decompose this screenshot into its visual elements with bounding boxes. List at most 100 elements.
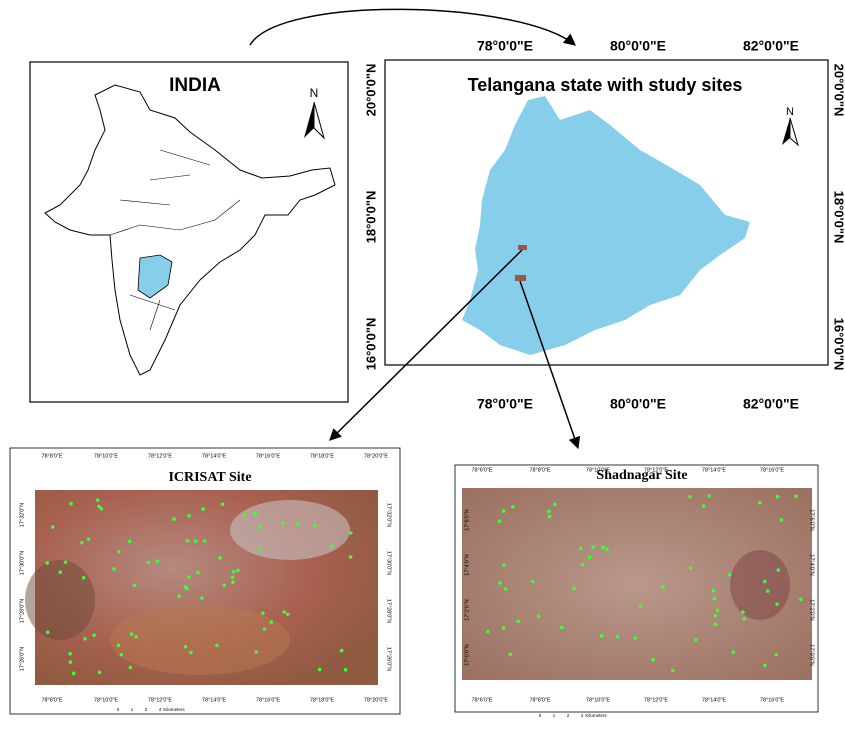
sample-point (82, 576, 86, 580)
coordinate-label: 78°8'0"E (41, 453, 62, 459)
coordinate-label: 82°0'0"E (743, 38, 799, 54)
coordinate-label: 17°28'0"N (19, 599, 25, 623)
dark-area (730, 550, 790, 620)
sample-point (560, 626, 564, 630)
sample-point (269, 620, 273, 624)
sample-point (601, 545, 605, 549)
coordinate-label: Kilometers (163, 707, 185, 712)
sample-point (671, 669, 675, 673)
coordinate-label: 17°6'0"N (464, 509, 470, 530)
sample-point (254, 512, 258, 516)
india-title: INDIA (169, 75, 221, 96)
sample-point (177, 595, 181, 599)
coordinate-label: 78°10'0"E (94, 697, 118, 703)
icrisat-title: ICRISAT Site (168, 470, 251, 485)
sample-point (502, 626, 506, 630)
figure: INDIA N Telangana state with study sites… (0, 0, 845, 727)
sample-point (639, 605, 643, 609)
sample-point (129, 666, 133, 670)
coordinate-label: 16°0'0"N (363, 318, 378, 371)
sample-point (553, 503, 557, 507)
coordinate-label: 17°2'0"N (464, 599, 470, 620)
coordinate-label: 18°0'0"N (832, 191, 845, 244)
sample-point (201, 507, 205, 511)
sample-point (349, 531, 353, 535)
sample-point (776, 495, 780, 499)
coordinate-label: 82°0'0"E (743, 396, 799, 412)
sample-point (117, 550, 121, 554)
coordinate-label: 78°16'0"E (256, 453, 280, 459)
sample-point (591, 545, 595, 549)
sample-point (588, 556, 592, 560)
sample-point (661, 585, 665, 589)
sample-point (69, 502, 73, 506)
sample-point (633, 636, 637, 640)
coordinate-label: 78°8'0"E (529, 697, 550, 703)
sample-point (504, 587, 508, 591)
sample-point (651, 658, 655, 662)
coordinate-label: 78°20'0"E (364, 453, 388, 459)
sample-point (498, 519, 502, 523)
sample-point (713, 614, 717, 618)
coordinate-label: 78°14'0"E (202, 697, 226, 703)
sample-point (72, 672, 76, 676)
sample-point (605, 548, 609, 552)
coordinate-label: 78°0'0"E (477, 396, 533, 412)
sample-point (579, 547, 583, 551)
north-label: N (310, 86, 319, 100)
sample-point (203, 539, 207, 543)
sample-point (498, 581, 502, 585)
sample-point (200, 596, 204, 600)
sample-point (112, 567, 116, 571)
sample-point (728, 573, 732, 577)
sample-point (243, 513, 247, 517)
sample-point (780, 518, 784, 522)
sample-point (707, 494, 711, 498)
sample-point (98, 671, 102, 675)
sample-point (223, 583, 227, 587)
coordinate-label: 78°8'0"E (529, 467, 550, 473)
sample-point (741, 610, 745, 614)
coordinate-label: 16°0'0"N (832, 318, 845, 371)
coordinate-label: 2 (567, 713, 570, 718)
sample-point (516, 620, 520, 624)
coordinate-label: 17°32'0"N (19, 503, 25, 527)
coordinate-label: 78°12'0"E (148, 697, 172, 703)
coordinate-label: 78°16'0"E (760, 697, 784, 703)
coordinate-label: 17°6'0"N (809, 509, 815, 530)
soil (110, 605, 290, 675)
sample-point (194, 540, 198, 544)
sample-point (486, 630, 490, 634)
sample-point (183, 585, 187, 589)
coordinate-label: 17°28'0"N (386, 599, 392, 623)
sample-point (187, 514, 191, 518)
coordinate-label: 78°8'0"E (41, 697, 62, 703)
coordinate-label: 78°16'0"E (256, 697, 280, 703)
coordinate-label: 4 (581, 713, 584, 718)
sample-point (156, 559, 160, 563)
sample-point (318, 668, 322, 672)
sample-point (69, 660, 73, 664)
coordinate-label: 17°0'0"N (464, 644, 470, 665)
coordinate-label: 17°4'0"N (809, 554, 815, 575)
coordinate-label: 78°14'0"E (702, 467, 726, 473)
sample-point (263, 627, 267, 631)
sample-point (547, 510, 551, 514)
sample-point (732, 650, 736, 654)
coordinate-label: 78°12'0"E (644, 697, 668, 703)
sample-point (231, 575, 235, 579)
sample-point (215, 644, 219, 648)
sample-point (777, 568, 781, 572)
sample-point (581, 563, 585, 567)
shadnagar-marker (515, 275, 526, 281)
coordinate-label: 17°32'0"N (386, 503, 392, 527)
sample-point (689, 566, 693, 570)
sample-point (97, 505, 101, 509)
sample-point (296, 522, 300, 526)
coordinate-label: 78°12'0"E (148, 453, 172, 459)
sample-point (702, 504, 706, 508)
sample-point (282, 610, 286, 614)
sample-point (45, 561, 49, 565)
sample-point (128, 540, 132, 544)
sample-point (58, 570, 62, 574)
